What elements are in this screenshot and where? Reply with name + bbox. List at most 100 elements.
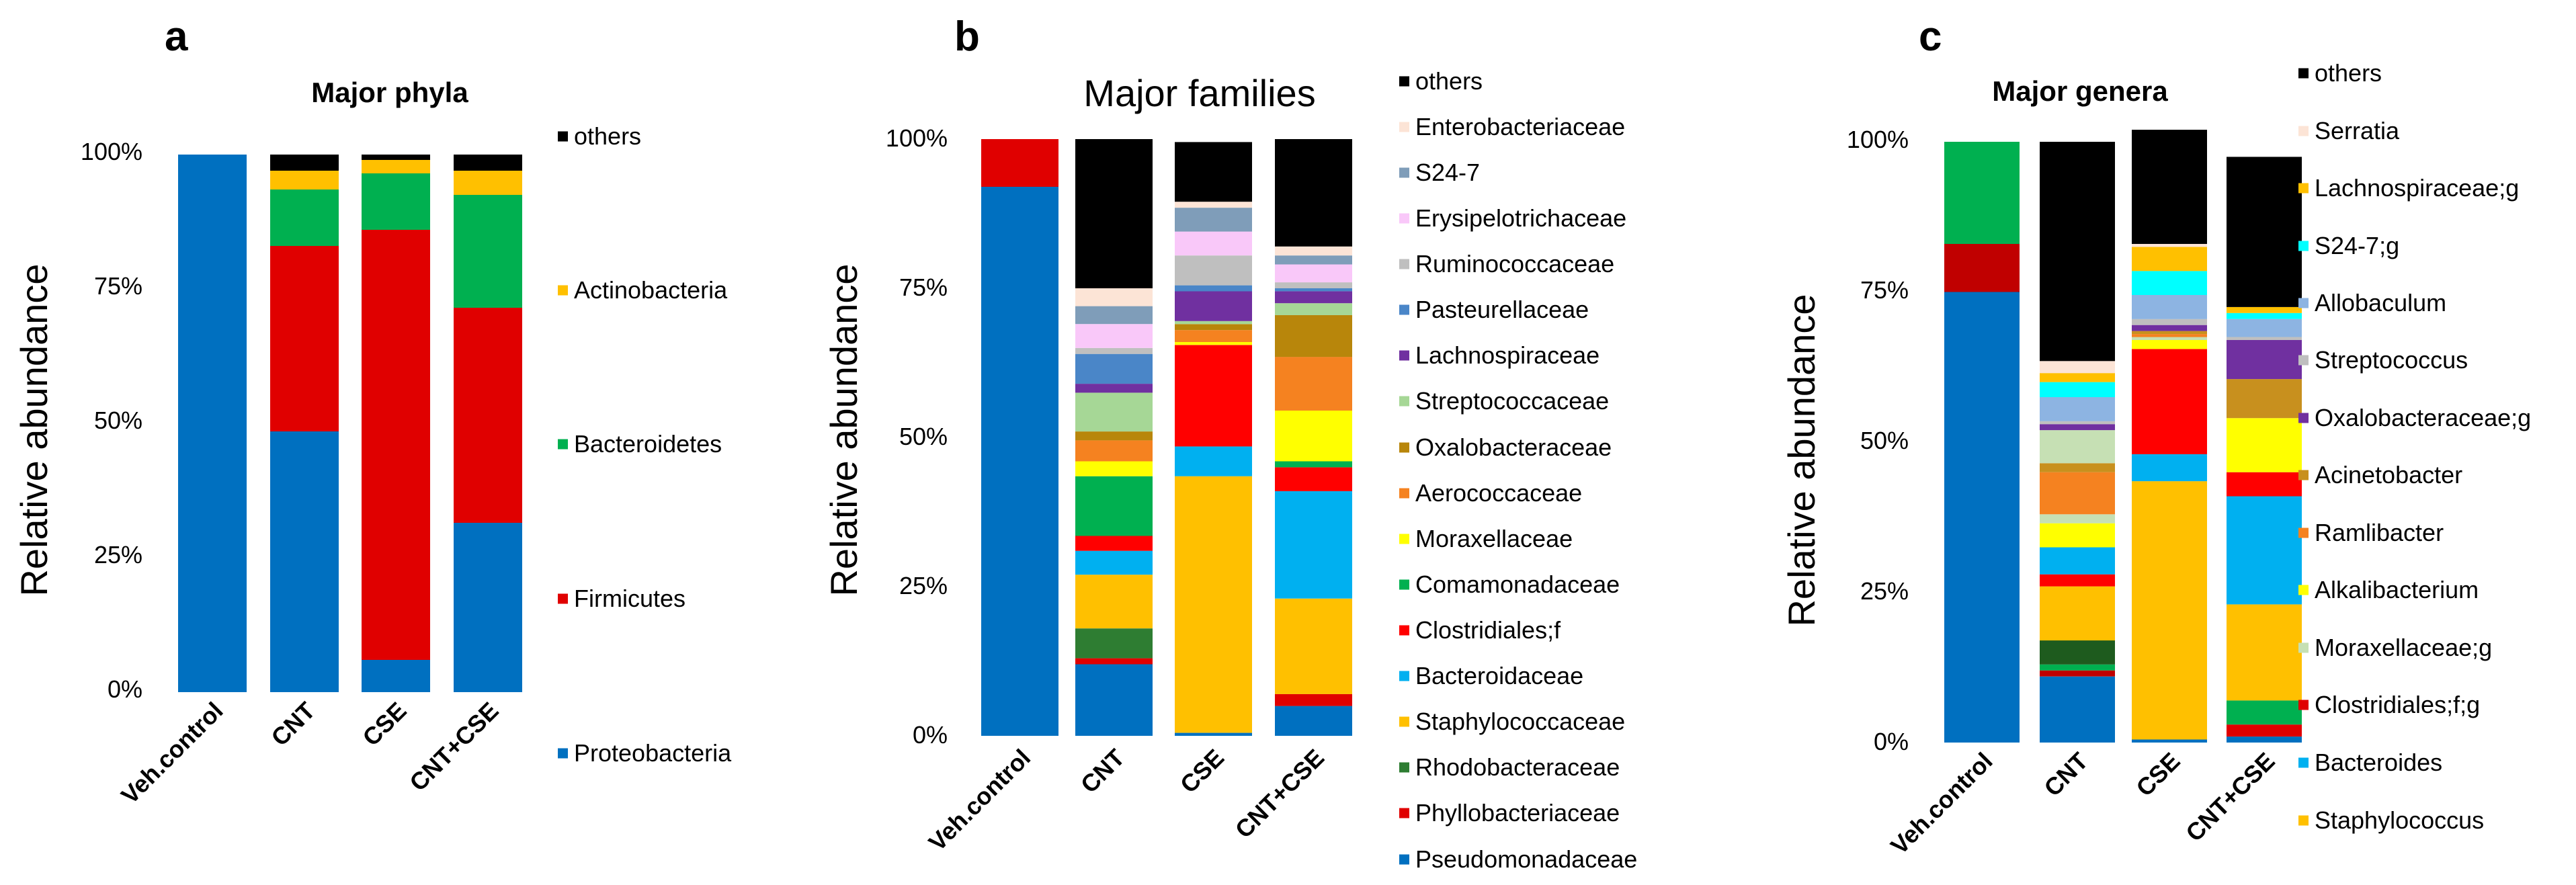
panel-b-bar-cnt-cse-s24-7 (1275, 255, 1352, 265)
panel-b-bar-veh-control-phyllobacteriaceae (981, 139, 1058, 187)
panel-b-bar-cnt-erysipelotrichaceae (1075, 324, 1153, 348)
panel-c-ytick-25: 25% (1860, 577, 1909, 605)
panel-a-legend-label-proteobacteria: Proteobacteria (574, 739, 732, 767)
panel-c-bar-cnt-cse-acinetobacter (2227, 379, 2302, 419)
panel-c-bar-cnt-allobaculum (2040, 397, 2115, 421)
panel-b-legend-swatch-rhodobacteraceae (1399, 762, 1409, 773)
panel-c-ytick-0: 0% (1874, 728, 1909, 755)
panel-c-bar-cnt-moraxellaceae-g (2040, 514, 2115, 523)
panel-c-bar-cnt-cse-s24-7-g (2227, 312, 2302, 319)
panel-b-bar-cnt-cse-bacteroidaceae (1275, 491, 1352, 599)
panel-b-bar-cse-oxalobacteraceae (1175, 324, 1252, 331)
panel-c-bar-cnt-cse-alkalibacterium (2227, 418, 2302, 472)
panel-c-xtick-cnt: CNT (2038, 747, 2093, 802)
panel-b-bar-cnt-cse-aerococcaceae (1275, 357, 1352, 411)
panel-c-bar-cnt-s24-7-g (2040, 382, 2115, 397)
panel-c-bar-cse-alkalibacterium (2132, 340, 2207, 349)
panel-a-ytick-0: 0% (108, 675, 142, 703)
panel-c-legend-label-allobaculum: Allobaculum (2315, 289, 2446, 317)
panel-c-bar-cnt-cse-lachnospiraceae-g (2227, 306, 2302, 313)
panel-c-legend-label-acinetobacter: Acinetobacter (2315, 461, 2462, 489)
panel-c-legend-swatch-moraxellaceae-g (2298, 642, 2309, 653)
panel-c-legend-swatch-allobaculum (2298, 298, 2309, 308)
panel-c-legend-label-staphylococcus: Staphylococcus (2315, 806, 2484, 834)
panel-c-legend-label-bacteroides: Bacteroides (2315, 749, 2442, 776)
panel-c-legend-label-oxalobacteraceae-g: Oxalobacteraceae;g (2315, 404, 2531, 431)
panel-c-bar-cnt-staphylococcus (2040, 586, 2115, 641)
panel-a-bar-cnt-cse-bacteroidetes (454, 195, 522, 308)
panel-a-legend-swatch-proteobacteria (558, 748, 568, 759)
panel-c-bar-cnt-cse-staphylococcus (2227, 604, 2302, 701)
panel-a-legend-swatch-others (558, 131, 568, 142)
panel-c-legend: others Serratia Lachnospiraceae;g S24-7;g Al… (2298, 59, 2531, 834)
panel-c-bar-cnt-cse-clostridiales-f-g (2227, 724, 2302, 737)
panel-b-bar-cnt-cse-others (1275, 139, 1352, 247)
panel-b-bars (981, 139, 1352, 736)
panel-a-bars (178, 155, 522, 692)
panel-a-ytick-25: 25% (94, 541, 142, 568)
panel-b-bar-cnt-cse-staphylococcaceae (1275, 598, 1352, 694)
panel-c-legend-label-ramlibacter: Ramlibacter (2315, 519, 2444, 546)
panel-c-bar-cnt-bacteroides (2040, 547, 2115, 575)
panel-a-bar-cnt-proteobacteria (270, 431, 339, 692)
panel-b-bar-cnt-clostridiales-f (1075, 536, 1153, 551)
panel-c-bar-cnt-alkalibacterium (2040, 523, 2115, 548)
panel-c-legend-label-clostridiales-f-g: Clostridiales;f;g (2315, 691, 2480, 718)
panel-c-bar-cnt-cse-oxalobacteraceae-g (2227, 340, 2302, 380)
panel-a-bar-cnt-firmicutes (270, 246, 339, 431)
panel-c-legend-label-serratia: Serratia (2315, 117, 2400, 144)
panel-b-legend-label-staphylococcaceae: Staphylococcaceae (1415, 708, 1625, 735)
panel-b: b Major families Relative abundance 100%… (823, 13, 1637, 873)
panel-b-bar-cnt-cse-pasteurellaceae (1275, 288, 1352, 292)
panel-a-bar-veh-control-proteobacteria (178, 155, 247, 692)
panel-a-legend: others Actinobacteria Bacteroidetes Firmicu… (558, 122, 732, 767)
panel-b-legend-label-oxalobacteraceae: Oxalobacteraceae (1415, 433, 1612, 461)
panel-c-bar-cse-ramlibacter (2132, 334, 2207, 337)
panel-b-bar-cse-others (1175, 142, 1252, 202)
panel-c-ytick-100: 100% (1847, 126, 1909, 153)
panel-c-legend-swatch-ramlibacter (2298, 528, 2309, 538)
panel-b-legend-label-bacteroidaceae: Bacteroidaceae (1415, 662, 1583, 689)
panel-c-bar-cnt-others (2040, 142, 2115, 362)
panel-b-legend-label-clostridiales-f: Clostridiales;f (1415, 616, 1561, 644)
panel-c-ytick-50: 50% (1860, 427, 1909, 454)
panel-c-bar-cse-oxalobacteraceae-g (2132, 325, 2207, 331)
panel-b-legend-swatch-comamonadaceae (1399, 579, 1409, 590)
panel-b-legend-label-pseudomonadaceae: Pseudomonadaceae (1415, 845, 1637, 873)
panel-c-legend-swatch-streptococcus (2298, 355, 2309, 366)
panel-b-bar-cnt-cse-enterobacteriaceae (1275, 246, 1352, 256)
panel-a-ytick-100: 100% (81, 138, 142, 165)
panel-c-bar-cse-serratia (2132, 244, 2207, 247)
panel-b-bar-cnt-comamonadaceae (1075, 476, 1153, 536)
panel-b-xticks: Veh.control CNT CSE CNT+CSE (923, 744, 1330, 857)
panel-b-legend-swatch-s24-7 (1399, 167, 1409, 178)
panel-b-title: Major families (1083, 72, 1315, 114)
panel-b-legend-swatch-pasteurellaceae (1399, 304, 1409, 315)
panel-b-legend-label-ruminococcaceae: Ruminococcaceae (1415, 250, 1614, 278)
panel-a-title: Major phyla (311, 77, 468, 108)
panel-c-bar-cnt-ramlibacter (2040, 472, 2115, 515)
panel-a-legend-label-actinobacteria: Actinobacteria (574, 276, 728, 304)
panel-c-bar-cnt-cse-comamonadaceae-genus-2 (2227, 700, 2302, 725)
panel-b-bar-cnt-cse-comamonadaceae (1275, 461, 1352, 468)
panel-c-bar-cse-others (2132, 130, 2207, 244)
panel-a-xtick-cnt: CNT (265, 697, 320, 751)
panel-b-bar-cnt-staphylococcaceae (1075, 575, 1153, 629)
panel-b-bar-cnt-cse-erysipelotrichaceae (1275, 264, 1352, 283)
panel-a-legend-label-bacteroidetes: Bacteroidetes (574, 430, 722, 458)
panel-c-bar-cse-bacteroides (2132, 454, 2207, 482)
panel-c-legend-swatch-s24-7-g (2298, 241, 2309, 251)
panel-b-legend-label-phyllobacteriaceae: Phyllobacteriaceae (1415, 799, 1620, 827)
panel-c-bar-cnt-oxalobacteraceae-g (2040, 424, 2115, 431)
panel-a-bar-cnt-cse-firmicutes (454, 308, 522, 523)
panel-b-bar-cse-aerococcaceae (1175, 330, 1252, 342)
panel-b-bar-cse-lachnospiraceae (1175, 291, 1252, 321)
panel-b-bar-cnt-moraxellaceae (1075, 461, 1153, 476)
panel-b-bar-cse-s24-7 (1175, 208, 1252, 232)
panel-b-bar-cnt-s24-7 (1075, 306, 1153, 325)
panel-c-ytick-75: 75% (1860, 276, 1909, 304)
panel-b-bar-cnt-ruminococcaceae (1075, 347, 1153, 354)
panel-b-ytick-0: 0% (913, 721, 948, 749)
panel-b-ytick-50: 50% (899, 423, 948, 450)
